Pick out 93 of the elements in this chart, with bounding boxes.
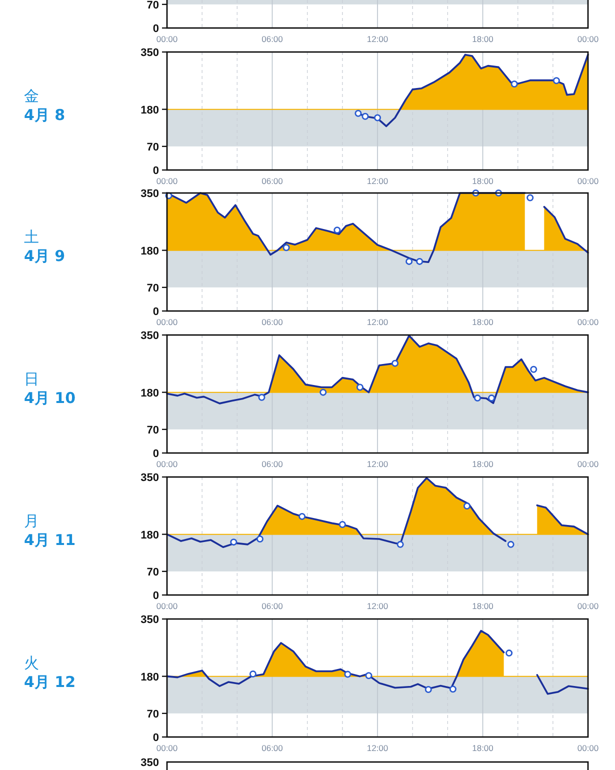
point <box>338 521 346 528</box>
point <box>256 536 264 543</box>
point <box>298 512 306 520</box>
y-tick-label: 350 <box>140 330 159 342</box>
y-tick-label: 70 <box>146 566 159 578</box>
text: 4月 9 <box>24 247 66 265</box>
x-tick-label: 00:00 <box>577 459 599 469</box>
x-tick-label: 18:00 <box>472 176 494 186</box>
x-tick-label: 00:00 <box>156 317 178 327</box>
point <box>552 77 560 84</box>
point <box>474 394 481 402</box>
point <box>416 258 424 265</box>
y-tick-label: 180 <box>140 529 159 542</box>
x-tick-label: 12:00 <box>366 459 388 469</box>
x-tick-label: 00:00 <box>577 743 599 753</box>
x-tick-label: 06:00 <box>262 601 284 611</box>
point <box>406 258 413 265</box>
x-tick-label: 00:00 <box>156 601 178 611</box>
point <box>356 384 364 391</box>
x-tick-label: 06:00 <box>262 176 284 186</box>
text: 4月 8 <box>24 106 66 124</box>
line-series <box>166 334 589 404</box>
text: 4月 12 <box>24 673 76 691</box>
y-tick-label: 70 <box>146 0 159 12</box>
y-tick-label: 70 <box>146 424 159 436</box>
x-tick-label: 00:00 <box>156 743 178 753</box>
point <box>344 670 352 678</box>
text: 4月 11 <box>24 531 76 549</box>
y-tick-label: 0 <box>152 590 159 602</box>
x-tick-label: 00:00 <box>577 34 599 44</box>
point <box>230 538 238 546</box>
y-tick-label: 70 <box>146 708 159 720</box>
y-tick-label: 350 <box>140 614 159 626</box>
point <box>506 650 513 657</box>
point <box>424 686 432 693</box>
y-tick-label: 350 <box>140 188 159 200</box>
y-tick-label: 180 <box>140 671 159 684</box>
x-tick-label: 12:00 <box>366 317 388 327</box>
point <box>507 540 514 548</box>
point <box>396 540 404 548</box>
x-tick-label: 18:00 <box>472 459 494 469</box>
y-tick-label: 70 <box>146 282 159 294</box>
x-tick-label: 18:00 <box>472 34 494 44</box>
x-tick-label: 00:00 <box>156 34 178 44</box>
text: 火 <box>24 654 39 672</box>
x-tick-label: 06:00 <box>262 317 284 327</box>
x-tick-label: 12:00 <box>366 34 388 44</box>
point <box>510 80 518 88</box>
point <box>258 394 266 401</box>
point <box>449 686 456 693</box>
x-tick-label: 18:00 <box>472 743 494 753</box>
y-tick-label: 180 <box>140 104 159 116</box>
y-tick-label: 180 <box>140 245 159 258</box>
y-tick-label: 350 <box>140 472 159 484</box>
point <box>365 672 372 680</box>
x-tick-label: 00:00 <box>156 176 178 186</box>
y-tick-label: 180 <box>140 387 159 400</box>
x-tick-label: 06:00 <box>262 459 284 469</box>
text: 日 <box>24 370 39 388</box>
x-tick-label: 18:00 <box>472 317 494 327</box>
x-tick-label: 12:00 <box>366 176 388 186</box>
text: 4月 10 <box>24 389 76 407</box>
x-tick-label: 06:00 <box>262 34 284 44</box>
x-tick-label: 12:00 <box>366 601 388 611</box>
x-tick-label: 00:00 <box>577 176 599 186</box>
point <box>282 244 290 252</box>
y-tick-label: 70 <box>146 141 159 154</box>
point <box>320 388 327 396</box>
text: 金 <box>24 87 39 105</box>
point <box>526 194 534 202</box>
y-tick-label: 0 <box>152 732 159 744</box>
y-tick-label: 0 <box>152 306 159 318</box>
y-tick-label: 0 <box>152 448 159 460</box>
x-tick-label: 00:00 <box>577 601 599 611</box>
point <box>354 110 362 117</box>
point <box>249 670 256 678</box>
point <box>334 226 341 234</box>
point <box>488 394 496 402</box>
point <box>362 112 369 120</box>
y-tick-label: 0 <box>152 165 159 177</box>
point <box>374 114 381 122</box>
y-tick-label: 350 <box>140 47 159 59</box>
x-tick-label: 18:00 <box>472 601 494 611</box>
x-tick-label: 06:00 <box>262 743 284 753</box>
point <box>463 502 470 510</box>
y-tick-label: 0 <box>152 23 159 35</box>
x-tick-label: 12:00 <box>366 743 388 753</box>
x-tick-label: 00:00 <box>577 317 599 327</box>
point <box>530 366 538 373</box>
point <box>392 360 399 367</box>
x-tick-label: 00:00 <box>156 459 178 469</box>
text: 月 <box>24 512 39 530</box>
text: 土 <box>24 228 39 246</box>
